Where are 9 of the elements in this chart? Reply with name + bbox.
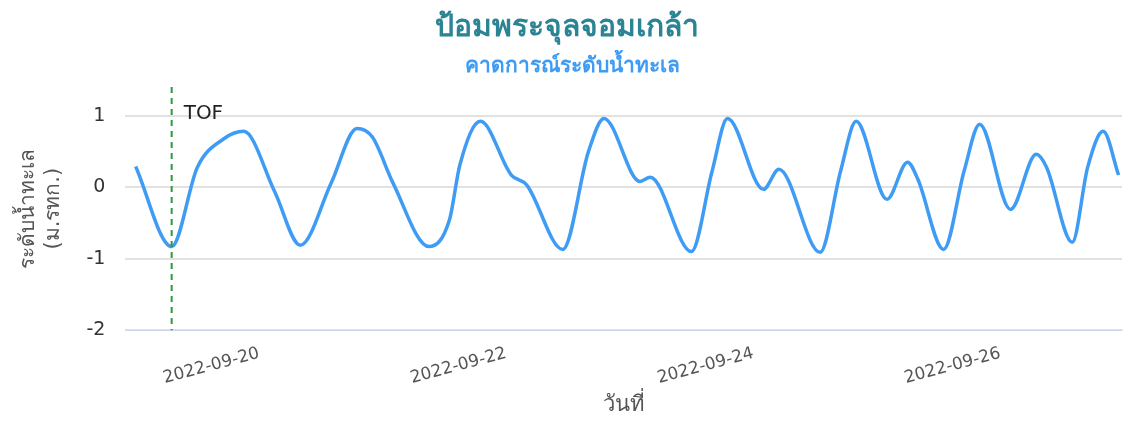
text: คาดการณ์ระดับน้ำทะเล <box>464 48 680 77</box>
chart-title: ป้อมพระจุลจอมเกล้า <box>435 7 699 45</box>
ref-line-label: TOF <box>182 100 224 125</box>
x-axis-title: วันที่ <box>602 387 645 416</box>
y-tick-label: -1 <box>86 245 106 268</box>
y-tick-label: 0 <box>93 174 106 197</box>
y-tick-label: -2 <box>86 317 106 340</box>
y-tick-label: 1 <box>93 102 106 125</box>
y-axis-title: ระดับน้ำทะเล (ม.รทก.) <box>12 148 65 269</box>
